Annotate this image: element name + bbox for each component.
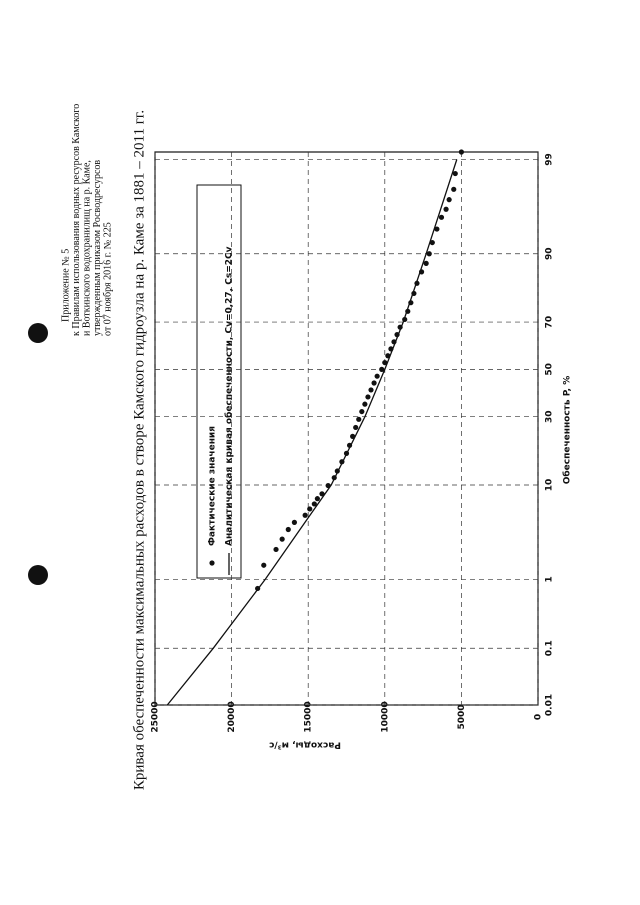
data-point [379, 366, 385, 372]
y-tick-label: 5000 [457, 704, 467, 729]
data-point [319, 491, 325, 497]
x-tick-label: 50 [545, 363, 555, 376]
data-point [374, 373, 380, 379]
y-axis-title: Расходы, м³/с [269, 740, 341, 750]
legend-box [196, 184, 242, 579]
punch-hole [28, 565, 48, 585]
x-tick-label: 0.1 [545, 640, 555, 656]
x-tick-label: 30 [545, 410, 555, 423]
data-point [285, 526, 291, 533]
y-tick-label: 20000 [227, 701, 237, 732]
data-point [261, 562, 267, 568]
header-line: утвержденным приказом Росводресурсов [92, 160, 103, 336]
data-point [429, 239, 435, 246]
legend-marker [209, 560, 215, 566]
data-point [353, 424, 359, 431]
data-point [314, 496, 320, 502]
data-point [382, 359, 388, 366]
x-tick-label: 90 [545, 247, 555, 260]
data-point [362, 401, 368, 407]
data-point [302, 512, 308, 518]
x-axis-title: Обеспеченность P, % [562, 376, 573, 485]
data-point [443, 206, 449, 212]
chart-title: Кривая обеспеченности максимальных расхо… [131, 110, 147, 790]
data-point [307, 506, 313, 512]
x-tick-label: 1 [545, 576, 555, 582]
data-point [458, 149, 464, 155]
curve [166, 159, 458, 706]
data-point [291, 519, 298, 525]
data-point [311, 501, 317, 507]
y-tick-label: 10000 [380, 701, 390, 732]
data-point [423, 260, 429, 266]
header-line: от 07 ноября 2016 г. № 225 [102, 222, 113, 336]
data-point [273, 546, 279, 553]
data-point [446, 197, 452, 203]
data-point [438, 214, 445, 220]
x-tick-label: 99 [545, 153, 555, 166]
x-tick-label: 10 [545, 479, 555, 492]
y-tick-label: 15000 [304, 701, 314, 732]
data-point [356, 416, 362, 422]
header-line: и Воткинского водохранилищ на р. Каме, [81, 160, 92, 336]
header-line: к Правилам использования водных ресурсов… [71, 104, 82, 336]
x-tick-label: 70 [545, 316, 555, 329]
data-point [371, 380, 377, 386]
data-point [365, 394, 371, 400]
legend-label: Фактические значения [208, 426, 218, 546]
header-line: Приложение № 5 [60, 249, 71, 322]
data-point [368, 387, 374, 393]
y-tick-label: 25000 [151, 701, 161, 732]
punch-hole [28, 323, 48, 343]
data-point [359, 408, 365, 415]
data-point [279, 536, 285, 542]
data-point [451, 186, 457, 192]
y-tick-label: 0 [534, 714, 544, 720]
data-point [452, 170, 458, 177]
data-point [434, 226, 440, 232]
data-point [426, 251, 432, 257]
x-tick-label: 0.01 [545, 694, 555, 716]
legend-label: Аналитическая кривая обеспеченности, Cv=… [224, 246, 235, 546]
